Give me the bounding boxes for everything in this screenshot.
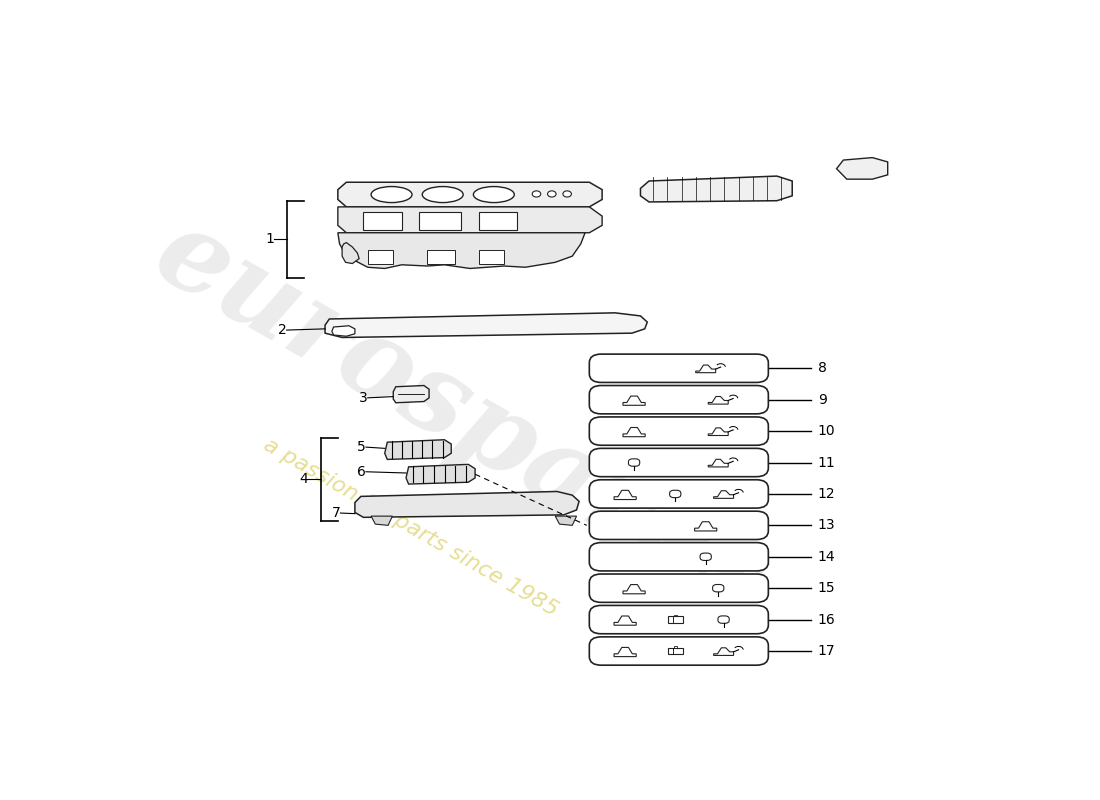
- Polygon shape: [556, 516, 576, 526]
- Text: 1: 1: [265, 232, 274, 246]
- Bar: [674, 646, 676, 648]
- Bar: [674, 615, 676, 617]
- Text: eurospares: eurospares: [136, 198, 786, 635]
- Text: 2: 2: [278, 323, 287, 337]
- Bar: [427, 250, 454, 263]
- Polygon shape: [394, 386, 429, 402]
- Text: 12: 12: [817, 487, 835, 501]
- Ellipse shape: [473, 186, 515, 202]
- FancyBboxPatch shape: [590, 637, 768, 665]
- Bar: [363, 212, 402, 230]
- FancyBboxPatch shape: [590, 542, 768, 571]
- FancyBboxPatch shape: [590, 354, 768, 382]
- Ellipse shape: [532, 191, 541, 197]
- FancyBboxPatch shape: [590, 511, 768, 539]
- Text: 3: 3: [359, 391, 367, 405]
- Bar: [478, 212, 517, 230]
- Polygon shape: [338, 182, 602, 207]
- Text: 7: 7: [331, 506, 340, 520]
- Ellipse shape: [371, 186, 412, 202]
- FancyBboxPatch shape: [590, 417, 768, 446]
- Text: a passion for parts since 1985: a passion for parts since 1985: [260, 434, 561, 620]
- Bar: [419, 212, 462, 230]
- Text: 4: 4: [299, 472, 308, 486]
- Polygon shape: [338, 207, 602, 233]
- Polygon shape: [355, 491, 579, 518]
- Bar: [668, 617, 683, 622]
- Polygon shape: [640, 176, 792, 202]
- Polygon shape: [406, 464, 475, 484]
- Text: 13: 13: [817, 518, 835, 532]
- Text: 5: 5: [358, 440, 366, 454]
- Polygon shape: [371, 516, 393, 526]
- Ellipse shape: [422, 186, 463, 202]
- FancyBboxPatch shape: [590, 480, 768, 508]
- FancyBboxPatch shape: [590, 606, 768, 634]
- Text: 16: 16: [817, 613, 836, 626]
- Text: 17: 17: [817, 644, 835, 658]
- Bar: [478, 250, 504, 263]
- Text: 9: 9: [817, 393, 827, 406]
- Polygon shape: [326, 313, 647, 338]
- Polygon shape: [385, 440, 451, 459]
- Text: 15: 15: [817, 581, 835, 595]
- Ellipse shape: [563, 191, 571, 197]
- Text: 6: 6: [358, 465, 366, 478]
- Text: 10: 10: [817, 424, 835, 438]
- FancyBboxPatch shape: [590, 574, 768, 602]
- Text: 11: 11: [817, 455, 836, 470]
- Polygon shape: [836, 158, 888, 179]
- Bar: [668, 648, 683, 654]
- Ellipse shape: [548, 191, 557, 197]
- Polygon shape: [332, 326, 355, 336]
- Text: 14: 14: [817, 550, 835, 564]
- Text: 8: 8: [817, 362, 827, 375]
- Polygon shape: [342, 242, 359, 263]
- FancyBboxPatch shape: [590, 386, 768, 414]
- Bar: [367, 250, 394, 263]
- Polygon shape: [338, 233, 585, 269]
- FancyBboxPatch shape: [590, 448, 768, 477]
